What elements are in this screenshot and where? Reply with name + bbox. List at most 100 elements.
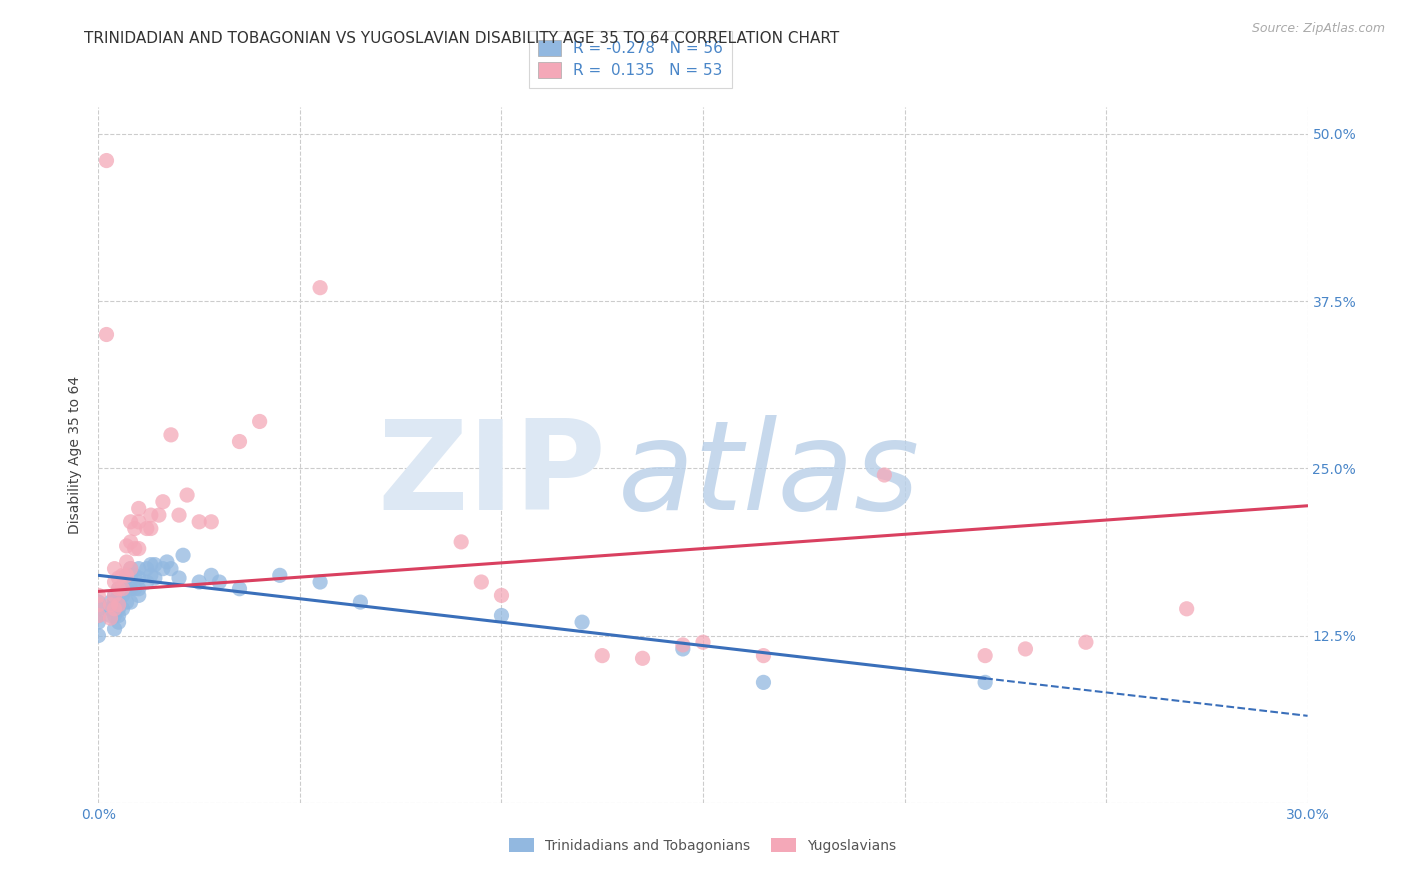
Point bbox=[143, 558, 166, 572]
Point bbox=[87, 589, 110, 603]
Legend: Trinidadians and Tobagonians, Yugoslavians: Trinidadians and Tobagonians, Yugoslavia… bbox=[503, 832, 903, 858]
Point bbox=[120, 582, 142, 596]
Point bbox=[107, 589, 129, 603]
Point bbox=[156, 555, 179, 569]
Point bbox=[1014, 642, 1036, 657]
Point bbox=[120, 515, 142, 529]
Point bbox=[87, 615, 110, 630]
Point bbox=[752, 675, 775, 690]
Point bbox=[135, 562, 157, 576]
Point bbox=[139, 558, 162, 572]
Point bbox=[672, 638, 695, 652]
Point bbox=[349, 595, 371, 609]
Point bbox=[124, 582, 146, 596]
Point bbox=[160, 427, 183, 442]
Point bbox=[100, 595, 122, 609]
Point bbox=[228, 434, 250, 449]
Point bbox=[107, 582, 129, 596]
Point bbox=[115, 555, 138, 569]
Point bbox=[143, 571, 166, 585]
Point bbox=[107, 598, 129, 612]
Point bbox=[128, 541, 150, 556]
Point bbox=[107, 582, 129, 596]
Point bbox=[120, 534, 142, 549]
Point bbox=[152, 562, 174, 576]
Point bbox=[571, 615, 593, 630]
Point bbox=[120, 595, 142, 609]
Point bbox=[87, 598, 110, 612]
Point bbox=[124, 541, 146, 556]
Point bbox=[974, 648, 997, 663]
Point bbox=[139, 508, 162, 523]
Point bbox=[188, 575, 211, 590]
Point bbox=[228, 582, 250, 596]
Point bbox=[692, 635, 714, 649]
Text: atlas: atlas bbox=[619, 416, 921, 536]
Point bbox=[107, 608, 129, 623]
Point bbox=[135, 521, 157, 535]
Point bbox=[470, 575, 492, 590]
Point bbox=[128, 589, 150, 603]
Point bbox=[107, 602, 129, 616]
Point bbox=[96, 153, 118, 168]
Text: Source: ZipAtlas.com: Source: ZipAtlas.com bbox=[1251, 22, 1385, 36]
Point bbox=[139, 568, 162, 582]
Point bbox=[491, 589, 513, 603]
Point bbox=[107, 571, 129, 585]
Point bbox=[200, 568, 222, 582]
Point bbox=[103, 589, 125, 603]
Point bbox=[124, 521, 146, 535]
Point bbox=[115, 539, 138, 553]
Point bbox=[103, 589, 125, 603]
Point bbox=[752, 648, 775, 663]
Point bbox=[152, 494, 174, 508]
Point bbox=[115, 582, 138, 596]
Point bbox=[100, 608, 122, 623]
Point bbox=[974, 675, 997, 690]
Point bbox=[115, 595, 138, 609]
Point bbox=[87, 608, 110, 623]
Point bbox=[135, 575, 157, 590]
Point bbox=[200, 515, 222, 529]
Point bbox=[87, 628, 110, 642]
Point bbox=[111, 602, 134, 616]
Point bbox=[128, 562, 150, 576]
Point bbox=[111, 568, 134, 582]
Point bbox=[103, 562, 125, 576]
Point bbox=[103, 602, 125, 616]
Point bbox=[148, 508, 170, 523]
Point bbox=[87, 602, 110, 616]
Point bbox=[87, 608, 110, 623]
Point bbox=[115, 568, 138, 582]
Point bbox=[269, 568, 291, 582]
Point bbox=[103, 608, 125, 623]
Point bbox=[111, 589, 134, 603]
Point bbox=[128, 515, 150, 529]
Point bbox=[115, 568, 138, 582]
Point bbox=[120, 562, 142, 576]
Point bbox=[96, 327, 118, 342]
Point bbox=[450, 534, 472, 549]
Point bbox=[208, 575, 231, 590]
Point bbox=[873, 467, 896, 482]
Point bbox=[128, 582, 150, 596]
Point bbox=[103, 595, 125, 609]
Point bbox=[1074, 635, 1097, 649]
Point bbox=[167, 508, 190, 523]
Point bbox=[107, 615, 129, 630]
Point bbox=[100, 602, 122, 616]
Point bbox=[100, 598, 122, 612]
Point bbox=[124, 568, 146, 582]
Point bbox=[111, 582, 134, 596]
Point bbox=[672, 642, 695, 657]
Point bbox=[128, 501, 150, 516]
Point bbox=[172, 548, 194, 563]
Point bbox=[631, 651, 654, 665]
Point bbox=[120, 568, 142, 582]
Point bbox=[1175, 602, 1198, 616]
Point bbox=[139, 521, 162, 535]
Point bbox=[176, 488, 198, 502]
Point bbox=[128, 571, 150, 585]
Text: ZIP: ZIP bbox=[378, 416, 606, 536]
Text: TRINIDADIAN AND TOBAGONIAN VS YUGOSLAVIAN DISABILITY AGE 35 TO 64 CORRELATION CH: TRINIDADIAN AND TOBAGONIAN VS YUGOSLAVIA… bbox=[84, 31, 839, 46]
